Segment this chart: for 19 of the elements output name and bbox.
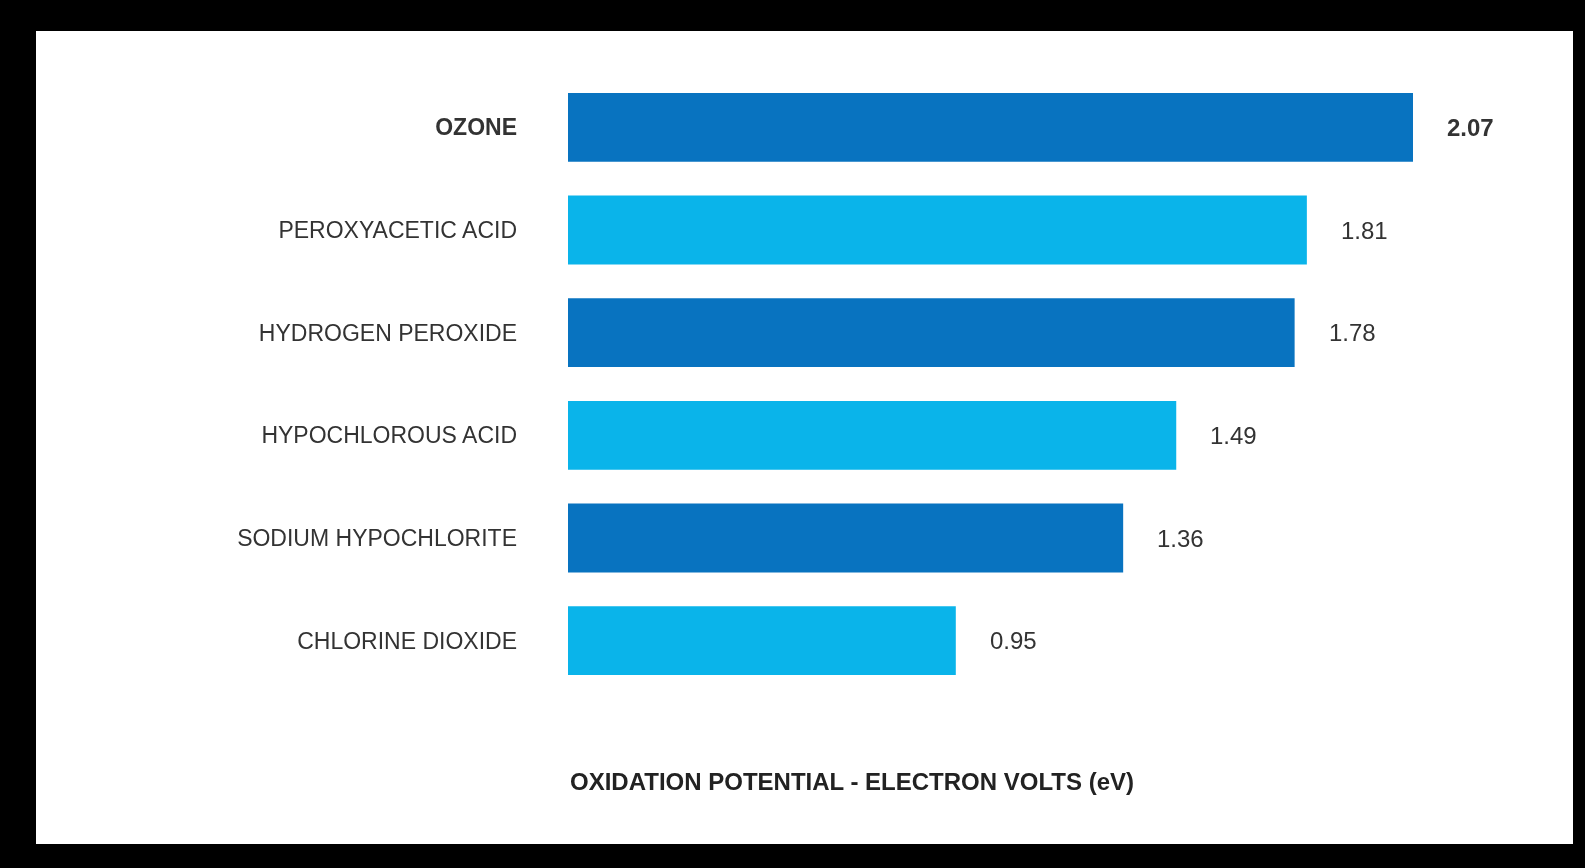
bar <box>568 195 1307 265</box>
data-label: 0.95 <box>990 627 1037 654</box>
x-axis-title: OXIDATION POTENTIAL - ELECTRON VOLTS (eV) <box>570 768 1135 795</box>
bar <box>568 503 1124 573</box>
y-tick-label: CHLORINE DIOXIDE <box>297 627 517 654</box>
data-label: 2.07 <box>1447 114 1494 141</box>
y-tick-label: SODIUM HYPOCHLORITE <box>237 525 517 552</box>
y-tick-label: HYPOCHLOROUS ACID <box>261 422 517 449</box>
data-label: 1.49 <box>1210 422 1257 449</box>
data-label: 1.81 <box>1341 217 1388 244</box>
data-label: 1.36 <box>1157 525 1204 552</box>
y-tick-label: PEROXYACETIC ACID <box>278 217 517 244</box>
y-tick-label: OZONE <box>435 114 517 141</box>
y-tick-label: HYDROGEN PEROXIDE <box>258 319 517 346</box>
bar <box>568 606 956 676</box>
bar <box>568 400 1177 470</box>
bar <box>568 92 1413 162</box>
bar <box>568 298 1295 368</box>
data-label: 1.78 <box>1329 319 1376 346</box>
